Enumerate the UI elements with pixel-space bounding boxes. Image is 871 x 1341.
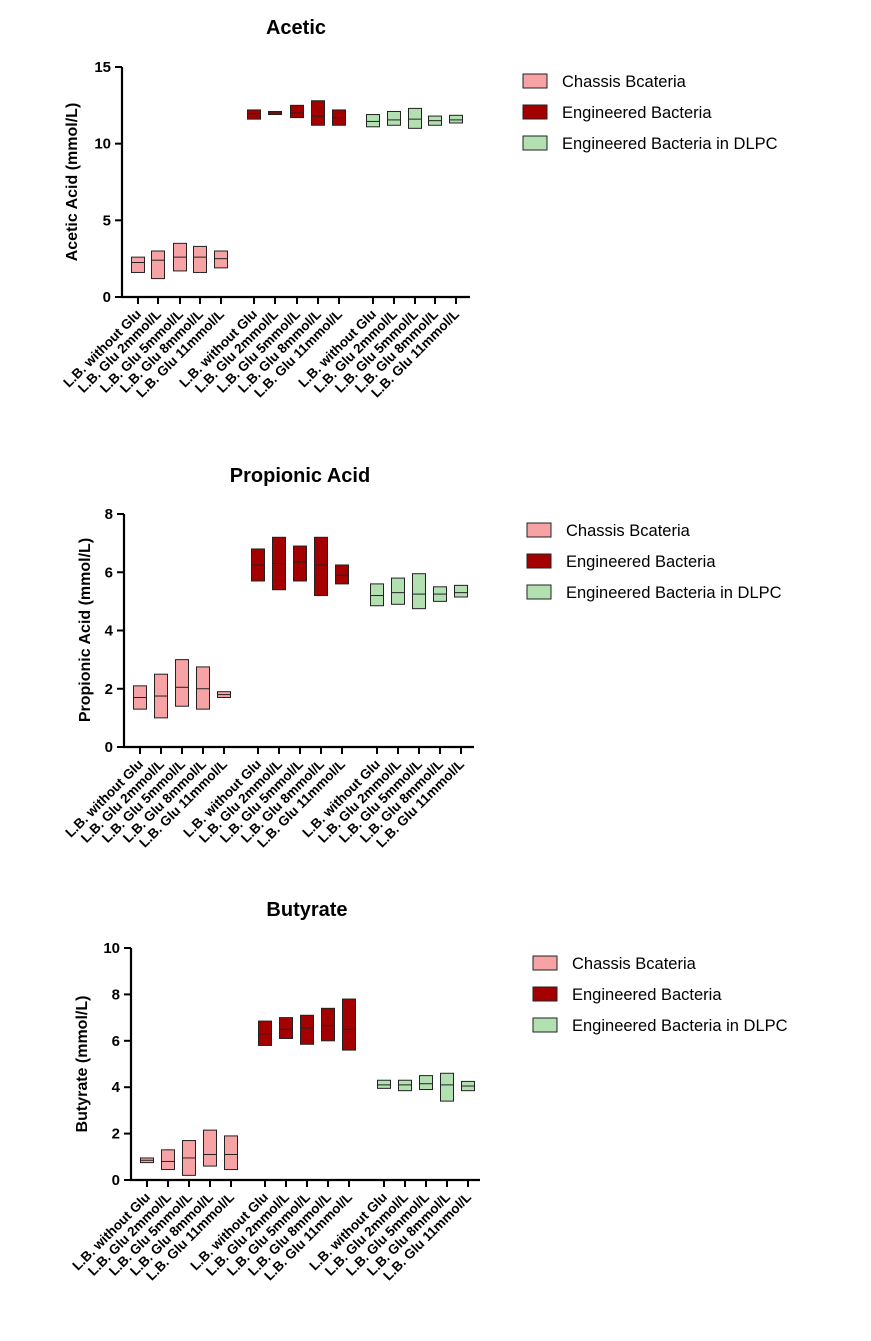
y-tick-label: 0	[112, 1172, 120, 1189]
box-mark	[366, 114, 380, 128]
box-mark	[377, 1079, 391, 1089]
y-tick-label: 4	[105, 623, 114, 640]
y-axis-label: Acetic Acid (mmol/L)	[64, 103, 81, 262]
box-mark	[342, 998, 356, 1051]
propionic-chart: Propionic Acid Propionic Acid (mmol/L) 0 2 4…	[62, 465, 782, 850]
chart-title: Acetic	[266, 17, 326, 39]
box-mark	[314, 536, 328, 597]
box-mark	[387, 110, 401, 126]
legend-swatch	[522, 73, 548, 89]
y-tick-label: 8	[105, 506, 113, 523]
box-mark	[161, 1149, 175, 1171]
y-tick-label: 2	[105, 681, 113, 698]
y-tick-label: 15	[94, 59, 111, 76]
box-mark	[454, 584, 468, 598]
box-mark	[412, 573, 426, 610]
box-mark	[290, 104, 304, 119]
box-mark	[391, 577, 405, 605]
y-tick-label: 0	[103, 289, 111, 306]
y-axis-label: Propionic Acid (mmol/L)	[77, 538, 94, 722]
box-mark	[440, 1072, 454, 1102]
legend-label: Engineered Bacteria in DLPC	[562, 135, 778, 153]
box-mark	[293, 545, 307, 582]
legend-swatch	[532, 955, 558, 971]
box-mark	[151, 250, 165, 280]
legend-label: Chassis Bcateria	[562, 73, 687, 91]
acetic-chart-panel: Acetic Acetic Acid (mmol/L) 0 5 10 15 L.B. wit…	[0, 0, 871, 440]
legend-swatch	[522, 104, 548, 120]
legend-label: Chassis Bcateria	[572, 955, 697, 973]
y-tick-label: 0	[105, 739, 113, 756]
legend-label: Engineered Bacteria	[572, 986, 722, 1004]
y-tick-label: 8	[112, 986, 120, 1003]
box-mark	[398, 1079, 412, 1092]
box-mark	[247, 109, 261, 120]
box-mark	[175, 659, 189, 707]
legend-label: Chassis Bcateria	[566, 522, 691, 540]
box-mark	[370, 583, 384, 607]
legend-swatch	[526, 522, 552, 538]
box-mark	[203, 1129, 217, 1167]
legend-label: Engineered Bacteria	[566, 553, 716, 571]
box-mark	[419, 1075, 433, 1091]
y-tick-label: 10	[103, 940, 120, 957]
legend-swatch	[532, 986, 558, 1002]
y-tick-label: 4	[112, 1079, 121, 1096]
box-mark	[214, 250, 228, 269]
y-axis-label: Butyrate (mmol/L)	[74, 996, 91, 1133]
box-mark	[311, 100, 325, 126]
box-mark	[449, 114, 463, 124]
y-tick-label: 10	[94, 136, 111, 153]
box-mark	[258, 1020, 272, 1046]
box-mark	[131, 256, 145, 273]
legend-swatch	[526, 553, 552, 569]
y-tick-label: 6	[112, 1033, 120, 1050]
y-tick-label: 2	[112, 1126, 120, 1143]
y-tick-label: 6	[105, 564, 113, 581]
legend-label: Engineered Bacteria in DLPC	[566, 584, 782, 602]
box-mark	[408, 107, 422, 129]
legend-swatch	[526, 584, 552, 600]
chart-title: Butyrate	[266, 899, 347, 921]
legend-label: Engineered Bacteria in DLPC	[572, 1017, 788, 1035]
propionic-chart-panel: Propionic Acid Propionic Acid (mmol/L) 0 2 4…	[0, 450, 871, 880]
box-mark	[335, 564, 349, 585]
box-mark	[300, 1014, 314, 1045]
legend-label: Engineered Bacteria	[562, 104, 712, 122]
box-mark	[193, 245, 207, 273]
butyrate-chart-panel: Butyrate Butyrate (mmol/L) 0 2 4 6 8 10 L.B. wit…	[0, 885, 871, 1341]
box-mark	[279, 1017, 293, 1039]
legend-swatch	[532, 1017, 558, 1033]
legend-swatch	[522, 135, 548, 151]
box-mark	[321, 1007, 335, 1042]
box-mark	[196, 666, 210, 710]
chart-title: Propionic Acid	[230, 465, 370, 487]
box-mark	[224, 1135, 238, 1171]
y-tick-label: 5	[103, 212, 111, 229]
